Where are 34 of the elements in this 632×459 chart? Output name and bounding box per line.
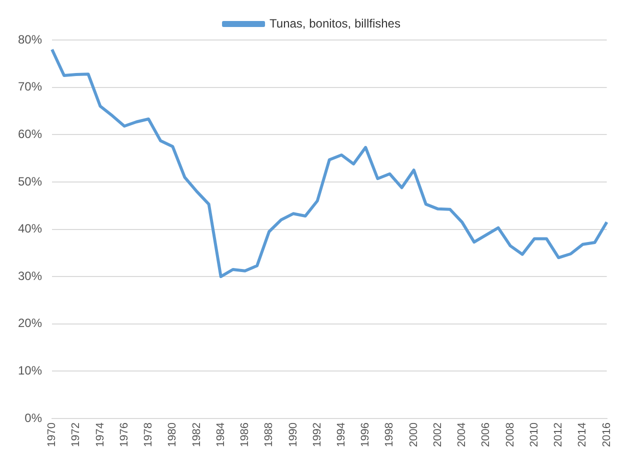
x-tick-label: 1992 bbox=[311, 422, 324, 448]
y-tick-label: 0% bbox=[24, 410, 42, 425]
x-tick-label: 1990 bbox=[287, 422, 300, 448]
x-tick-label: 1996 bbox=[360, 422, 372, 448]
x-tick-label: 2000 bbox=[408, 422, 420, 448]
x-tick-label: 1984 bbox=[214, 422, 227, 448]
x-tick-label: 2008 bbox=[504, 422, 516, 448]
y-tick-label: 70% bbox=[18, 80, 42, 94]
y-tick-label: 50% bbox=[18, 174, 42, 188]
x-tick-label: 1998 bbox=[384, 422, 396, 448]
x-tick-label: 1972 bbox=[70, 422, 82, 448]
x-tick-label: 1994 bbox=[336, 422, 348, 448]
x-tick-label: 1974 bbox=[94, 422, 106, 448]
y-tick-label: 10% bbox=[18, 364, 42, 378]
y-tick-label: 60% bbox=[18, 126, 42, 141]
x-tick-label: 1976 bbox=[118, 422, 130, 448]
legend-label: Tunas, bonitos, billfishes bbox=[270, 16, 400, 30]
x-tick-label: 1982 bbox=[190, 422, 203, 448]
x-tick-label: 1970 bbox=[46, 422, 58, 448]
y-tick-label: 40% bbox=[18, 222, 42, 236]
x-tick-label: 2002 bbox=[432, 422, 444, 448]
x-tick-label: 1986 bbox=[239, 422, 252, 448]
x-tick-label: 2004 bbox=[456, 422, 468, 448]
x-tick-label: 1988 bbox=[263, 422, 276, 448]
y-tick-label: 30% bbox=[18, 268, 42, 283]
x-tick-label: 2010 bbox=[528, 422, 540, 448]
y-tick-label: 20% bbox=[18, 316, 42, 330]
x-tick-label: 1980 bbox=[166, 422, 179, 448]
x-tick-label: 2014 bbox=[576, 422, 589, 448]
y-tick-label: 80% bbox=[18, 32, 42, 46]
x-tick-label: 2016 bbox=[600, 422, 613, 448]
x-tick-label: 1978 bbox=[142, 422, 155, 448]
x-tick-label: 2012 bbox=[552, 422, 565, 448]
x-tick-label: 2006 bbox=[480, 422, 492, 448]
